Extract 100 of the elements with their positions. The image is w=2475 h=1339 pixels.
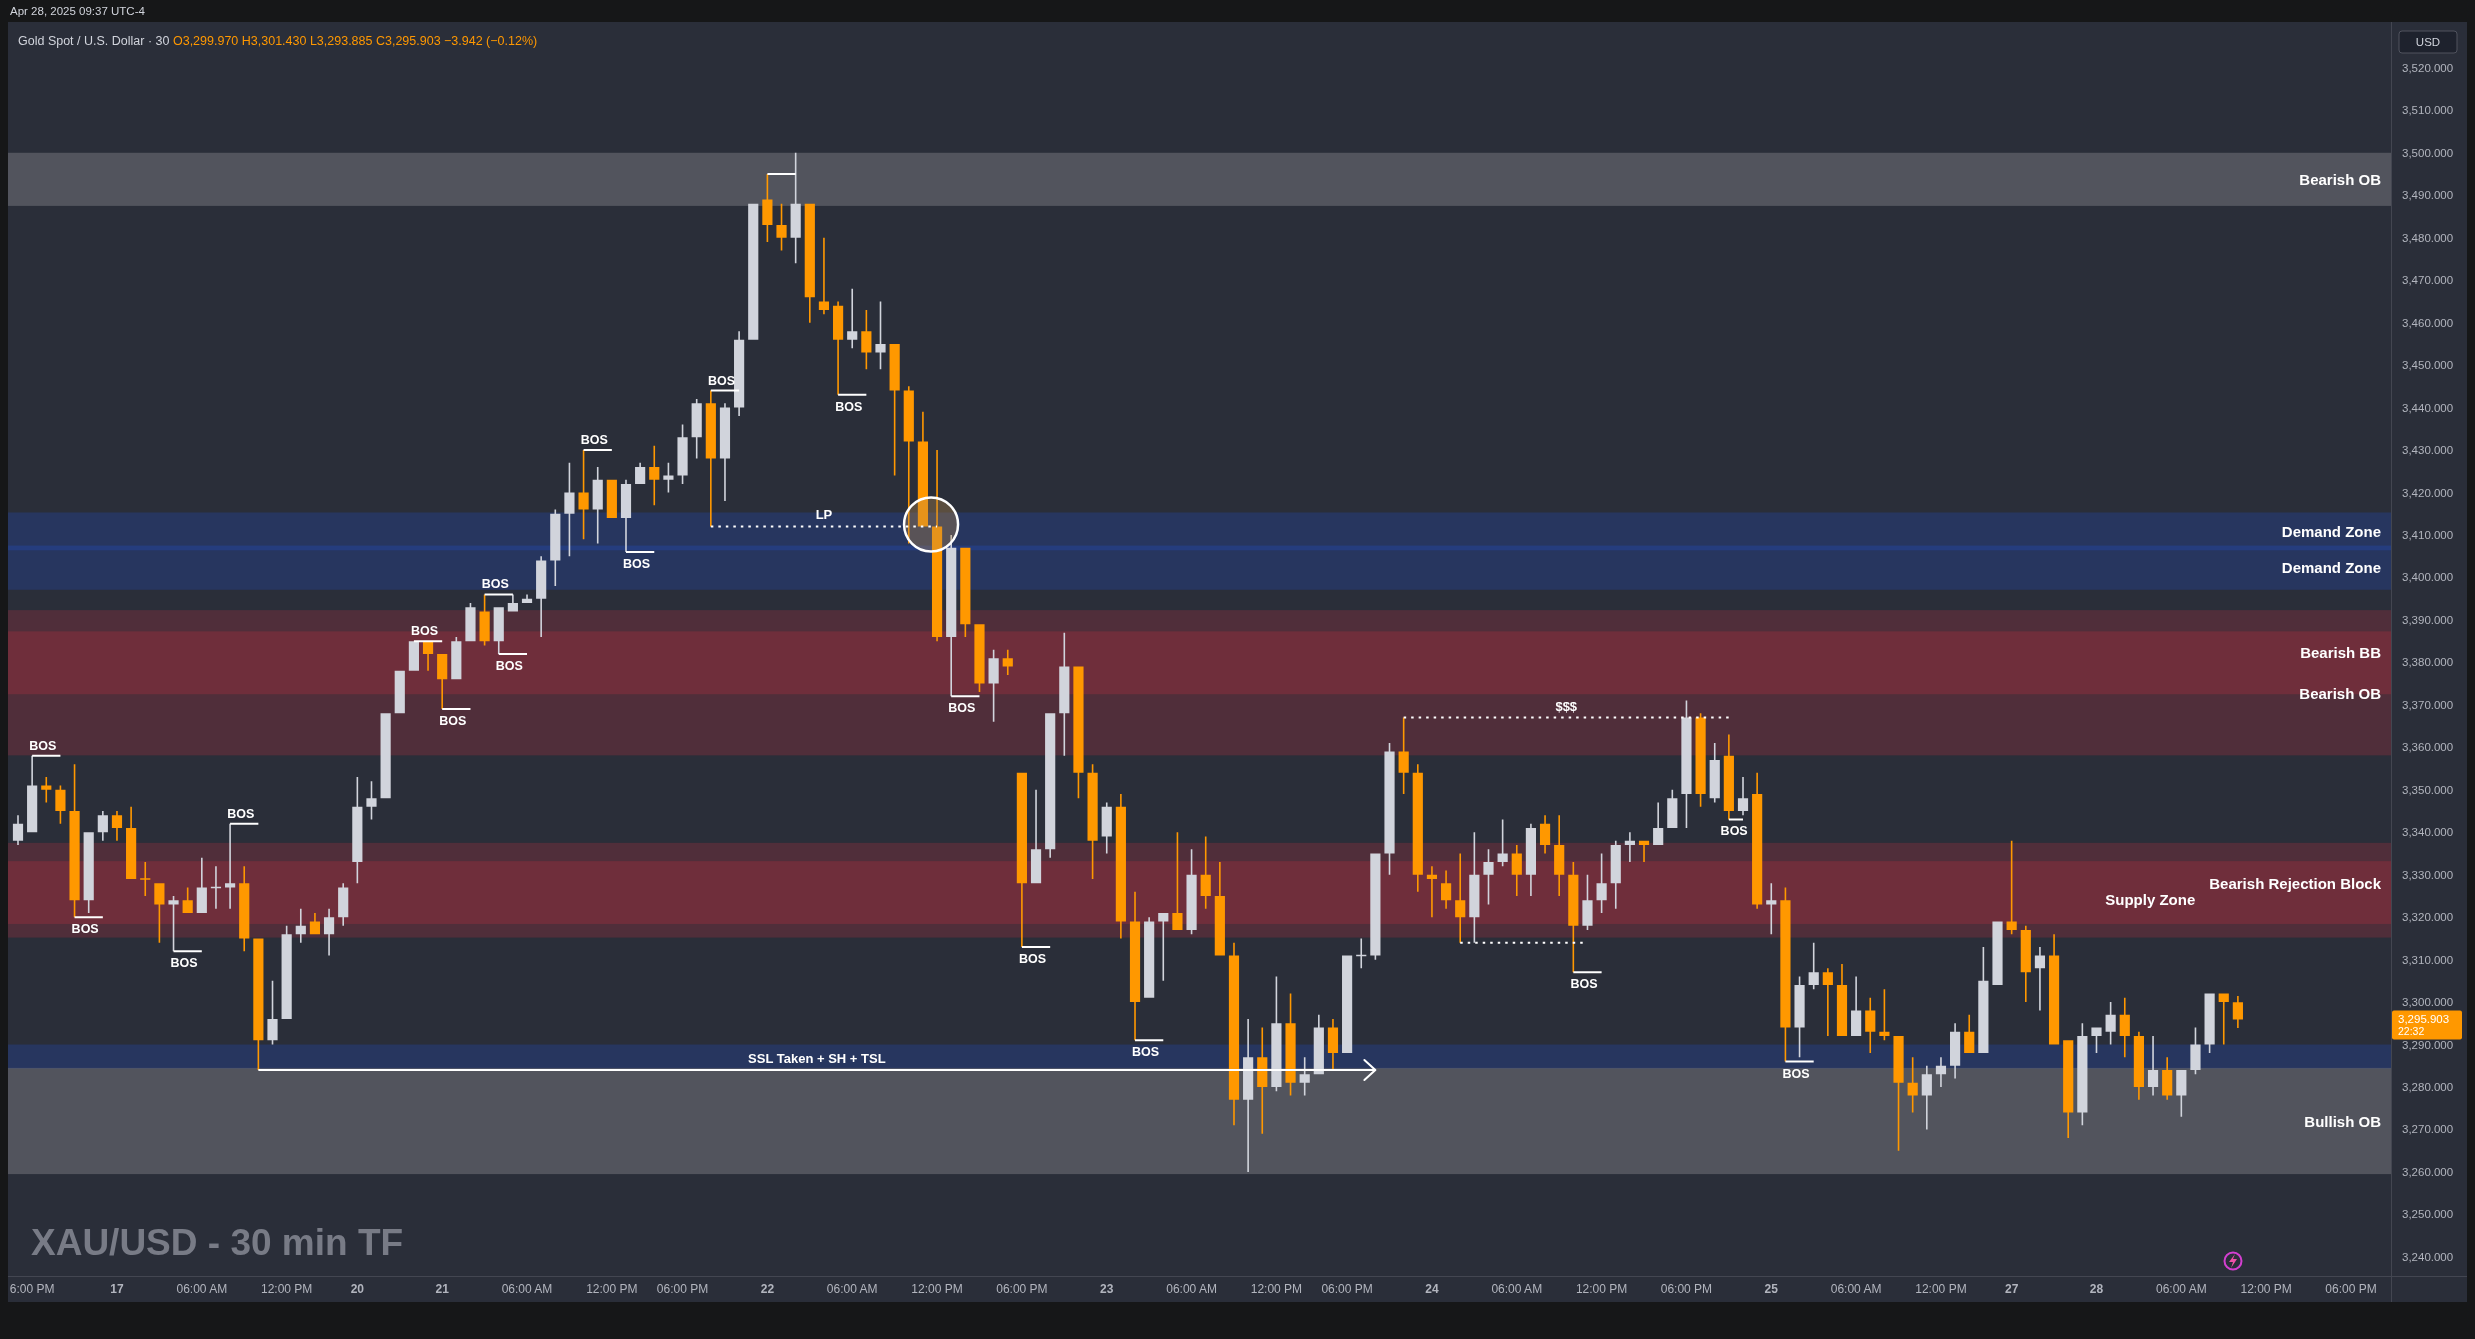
candlestick xyxy=(903,386,914,544)
y-tick-label: 3,410.000 xyxy=(2402,528,2454,541)
candlestick xyxy=(1384,743,1395,875)
band-label: Bearish OB xyxy=(2299,684,2382,702)
candlestick xyxy=(2190,1027,2201,1075)
x-tick-label: 12:00 PM xyxy=(911,1282,963,1296)
candlestick xyxy=(1412,764,1423,892)
y-tick-label: 3,270.000 xyxy=(2402,1123,2454,1136)
text: BOS xyxy=(170,956,198,971)
candlestick xyxy=(41,777,52,803)
candlestick xyxy=(719,403,731,502)
candlestick xyxy=(2119,997,2130,1058)
candlestick xyxy=(69,764,80,918)
candlestick xyxy=(564,462,575,557)
x-tick-label: 21 xyxy=(435,1282,450,1296)
candlestick xyxy=(380,713,391,799)
y-tick-label: 3,520.000 xyxy=(2402,61,2454,74)
candlestick xyxy=(437,653,448,710)
y-tick-label: 3,510.000 xyxy=(2402,104,2454,117)
candlestick xyxy=(140,861,151,896)
x-tick-label: 06:00 PM xyxy=(1321,1282,1373,1296)
y-tick-label: 3,420.000 xyxy=(2402,486,2454,499)
band-label: Bullish OB xyxy=(2304,1112,2382,1130)
candlestick xyxy=(182,887,193,913)
candlestick xyxy=(691,399,702,459)
candlestick xyxy=(1073,666,1084,799)
candlestick xyxy=(832,301,844,395)
candlestick xyxy=(931,450,943,642)
candlestick xyxy=(2232,996,2243,1029)
x-tick-label: 28 xyxy=(2089,1282,2104,1296)
candlestick xyxy=(1455,853,1466,943)
candlestick xyxy=(479,594,490,646)
candlestick xyxy=(1851,976,1862,1037)
candlestick xyxy=(1356,938,1367,969)
candlestick xyxy=(2162,1057,2173,1100)
candlestick xyxy=(2020,925,2031,1003)
band-label: Demand Zone xyxy=(2281,522,2381,540)
candlestick xyxy=(677,424,688,485)
x-tick-label: 20 xyxy=(350,1282,365,1296)
candlestick xyxy=(2034,946,2046,1011)
candlestick xyxy=(1610,840,1621,909)
candlestick xyxy=(352,777,363,884)
x-tick-label: 06:00 AM xyxy=(2155,1282,2207,1296)
y-tick-label: 3,380.000 xyxy=(2402,656,2454,669)
y-tick-label: 3,460.000 xyxy=(2402,316,2454,329)
text: BOS xyxy=(439,714,467,729)
x-tick-label: 06:00 AM xyxy=(501,1282,553,1296)
y-tick-label: 3,350.000 xyxy=(2402,783,2454,796)
candlestick xyxy=(1257,1027,1268,1134)
candlestick xyxy=(974,624,985,693)
y-tick-label: 3,240.000 xyxy=(2402,1250,2454,1263)
candlestick xyxy=(1285,993,1296,1096)
y-tick-label: 3,400.000 xyxy=(2402,571,2454,584)
band-label: Bearish OB xyxy=(2299,170,2382,188)
x-tick-label: 6:00 PM xyxy=(9,1282,55,1296)
candlestick xyxy=(1780,887,1791,1062)
candlestick xyxy=(267,980,278,1045)
candlestick xyxy=(1511,844,1522,896)
candlestick xyxy=(408,641,419,671)
candlestick xyxy=(620,479,632,552)
candlestick xyxy=(2133,1031,2144,1100)
candlestick xyxy=(1992,921,2003,986)
candlestick xyxy=(1794,976,1805,1058)
y-tick-label: 3,290.000 xyxy=(2402,1038,2454,1051)
candlestick xyxy=(507,594,518,612)
text: BOS xyxy=(495,658,523,673)
candlestick xyxy=(154,883,165,943)
candlestick xyxy=(1059,632,1070,756)
candlestick xyxy=(1709,743,1720,803)
candlestick xyxy=(1271,976,1282,1092)
candlestick xyxy=(2218,993,2229,1045)
y-tick-label: 3,260.000 xyxy=(2402,1165,2454,1178)
candlestick xyxy=(1978,946,1989,1054)
y-tick-label: 3,370.000 xyxy=(2402,698,2454,711)
candlestick xyxy=(1426,866,1438,918)
candlestick xyxy=(521,594,533,603)
text: Gold Spot / U.S. Dollar · 30 O3,299.970 H3,301.430 L3,293.885 C3,295.903 −3.942 (−0.12%) xyxy=(18,34,538,48)
x-tick-label: 12:00 PM xyxy=(586,1282,638,1296)
x-tick-label: 12:00 PM xyxy=(1250,1282,1303,1296)
y-tick-label: 3,500.000 xyxy=(2402,146,2454,159)
candlestick xyxy=(2048,934,2060,1045)
x-tick-label: 06:00 AM xyxy=(176,1282,228,1296)
candlestick xyxy=(578,450,589,540)
candlestick xyxy=(1695,713,1706,807)
x-tick-label: 12:00 PM xyxy=(1575,1282,1628,1296)
candlestick xyxy=(1950,1023,1961,1079)
candlestick xyxy=(309,912,321,935)
candlestick xyxy=(1030,789,1042,884)
candlestick xyxy=(1964,1014,1975,1054)
candlestick xyxy=(734,331,745,417)
candlestick xyxy=(917,411,929,527)
candlestick xyxy=(818,237,830,315)
text: BOS xyxy=(1720,824,1748,839)
candlestick xyxy=(1370,853,1381,960)
candlestick xyxy=(804,203,815,323)
candlestick xyxy=(1681,700,1692,828)
y-tick-label: 3,310.000 xyxy=(2402,953,2454,966)
band-label: Supply Zone xyxy=(2105,890,2196,908)
candlestick xyxy=(1440,870,1452,909)
series-label: LP xyxy=(815,507,833,523)
